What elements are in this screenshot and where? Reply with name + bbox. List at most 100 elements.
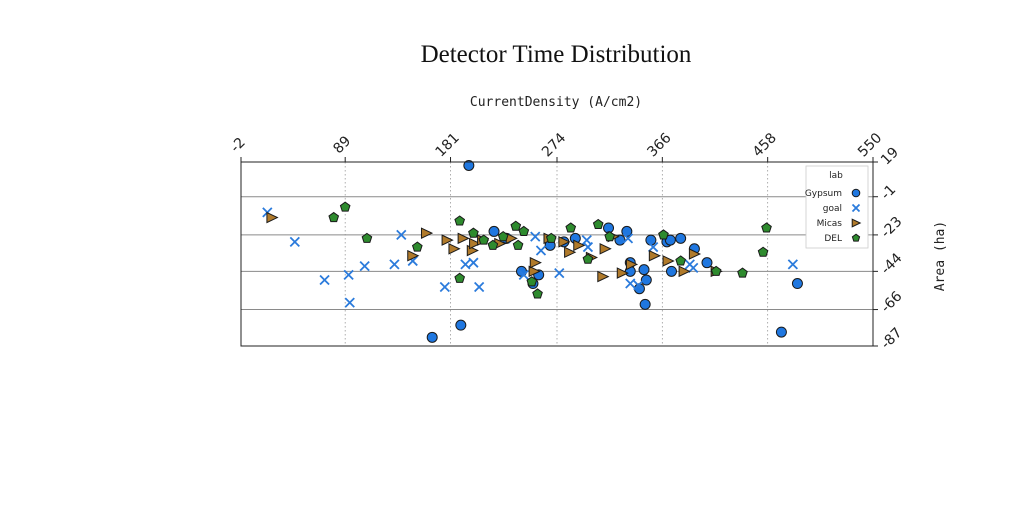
micas-point xyxy=(688,248,702,260)
y-tick-label: -44 xyxy=(878,250,906,278)
goal-point xyxy=(554,267,565,279)
legend-marker-gypsum xyxy=(851,188,861,198)
goal-point xyxy=(530,231,541,242)
x-tick-label: 89 xyxy=(330,133,354,157)
del-point xyxy=(478,234,490,245)
gypsum-point xyxy=(639,298,651,310)
series-del xyxy=(328,201,772,299)
legend-marker-micas xyxy=(851,218,862,228)
legend-label: Gypsum xyxy=(805,189,842,199)
micas-point xyxy=(407,249,420,262)
del-point xyxy=(487,239,499,250)
micas-point xyxy=(625,258,639,271)
y-tick-label: -1 xyxy=(878,182,899,203)
del-point xyxy=(658,229,669,240)
goal-point xyxy=(344,297,355,308)
micas-point xyxy=(564,246,577,259)
micas-point xyxy=(266,211,279,224)
goal-point xyxy=(468,257,479,268)
del-point xyxy=(592,218,604,230)
del-point xyxy=(361,232,373,243)
del-point xyxy=(510,220,522,231)
goal-point xyxy=(460,259,471,270)
goal-point xyxy=(474,281,485,293)
del-point xyxy=(761,222,772,233)
micas-point xyxy=(616,267,629,279)
micas-point xyxy=(662,255,675,267)
x-axis-label: CurrentDensity (A/cm2) xyxy=(470,95,642,110)
del-point xyxy=(526,276,538,287)
goal-point xyxy=(389,259,400,270)
del-point xyxy=(328,211,340,223)
legend-entries: Gypsum goal Micas DEL xyxy=(805,188,862,244)
chart-title: Detector Time Distribution xyxy=(421,41,692,68)
goal-point xyxy=(396,229,407,241)
goal-point xyxy=(625,278,636,289)
gypsum-point xyxy=(488,225,500,237)
gypsum-point xyxy=(675,232,687,244)
grid-lines xyxy=(241,162,873,346)
micas-point xyxy=(469,237,482,250)
del-point xyxy=(532,288,543,299)
y-tick-label: -23 xyxy=(878,214,905,241)
micas-point xyxy=(599,243,612,255)
micas-point xyxy=(528,265,541,278)
legend-label: Micas xyxy=(817,219,843,229)
goal-point xyxy=(581,234,592,246)
goal-point xyxy=(633,280,644,291)
del-point xyxy=(512,239,524,250)
del-point xyxy=(468,227,479,238)
goal-point xyxy=(289,236,300,247)
goal-point xyxy=(359,261,370,272)
goal-point xyxy=(787,259,798,270)
gypsum-point xyxy=(455,319,467,331)
del-point xyxy=(411,241,423,252)
gypsum-point xyxy=(426,331,438,343)
gypsum-point xyxy=(791,278,803,290)
del-point xyxy=(497,231,509,242)
micas-point xyxy=(573,239,586,252)
x-tick-label: 458 xyxy=(750,130,780,160)
del-point xyxy=(710,265,722,276)
series-goal xyxy=(262,207,798,308)
del-point xyxy=(454,215,466,226)
del-point xyxy=(565,222,577,233)
goal-point xyxy=(648,241,659,253)
x-tick-label: 181 xyxy=(433,130,463,160)
del-point xyxy=(454,272,466,283)
micas-point xyxy=(648,249,661,262)
gypsum-point xyxy=(664,234,676,246)
series-micas xyxy=(266,211,723,283)
micas-point xyxy=(441,234,454,246)
del-point xyxy=(545,232,557,243)
del-point xyxy=(604,231,616,242)
data-points xyxy=(262,159,803,343)
micas-point xyxy=(678,265,691,278)
micas-point xyxy=(558,236,571,248)
del-point xyxy=(582,253,594,264)
legend-label: DEL xyxy=(824,234,842,244)
gypsum-point xyxy=(665,265,677,277)
y-tick-label: -66 xyxy=(878,288,906,316)
gypsum-point xyxy=(701,257,713,269)
legend: lab Gypsum goal Micas DEL xyxy=(805,165,869,249)
del-point xyxy=(757,246,769,257)
series-gypsum xyxy=(426,159,803,343)
micas-point xyxy=(457,232,470,245)
legend-marker-del xyxy=(851,233,861,242)
legend-title: lab xyxy=(829,171,843,181)
micas-point xyxy=(448,243,461,255)
y-tick-label: 19 xyxy=(878,144,902,168)
gypsum-point xyxy=(638,264,650,276)
del-point xyxy=(518,225,530,236)
x-tick-label: -2 xyxy=(228,135,249,156)
gypsum-point xyxy=(463,159,475,171)
legend-marker-goal xyxy=(851,203,861,213)
goal-point xyxy=(439,281,450,293)
y-tick-label: -87 xyxy=(878,325,905,352)
y-axis-label: Area (ha) xyxy=(933,221,948,291)
micas-point xyxy=(529,256,542,269)
micas-point xyxy=(420,227,434,239)
gypsum-point xyxy=(640,274,652,286)
x-tick-label: 274 xyxy=(539,130,569,160)
